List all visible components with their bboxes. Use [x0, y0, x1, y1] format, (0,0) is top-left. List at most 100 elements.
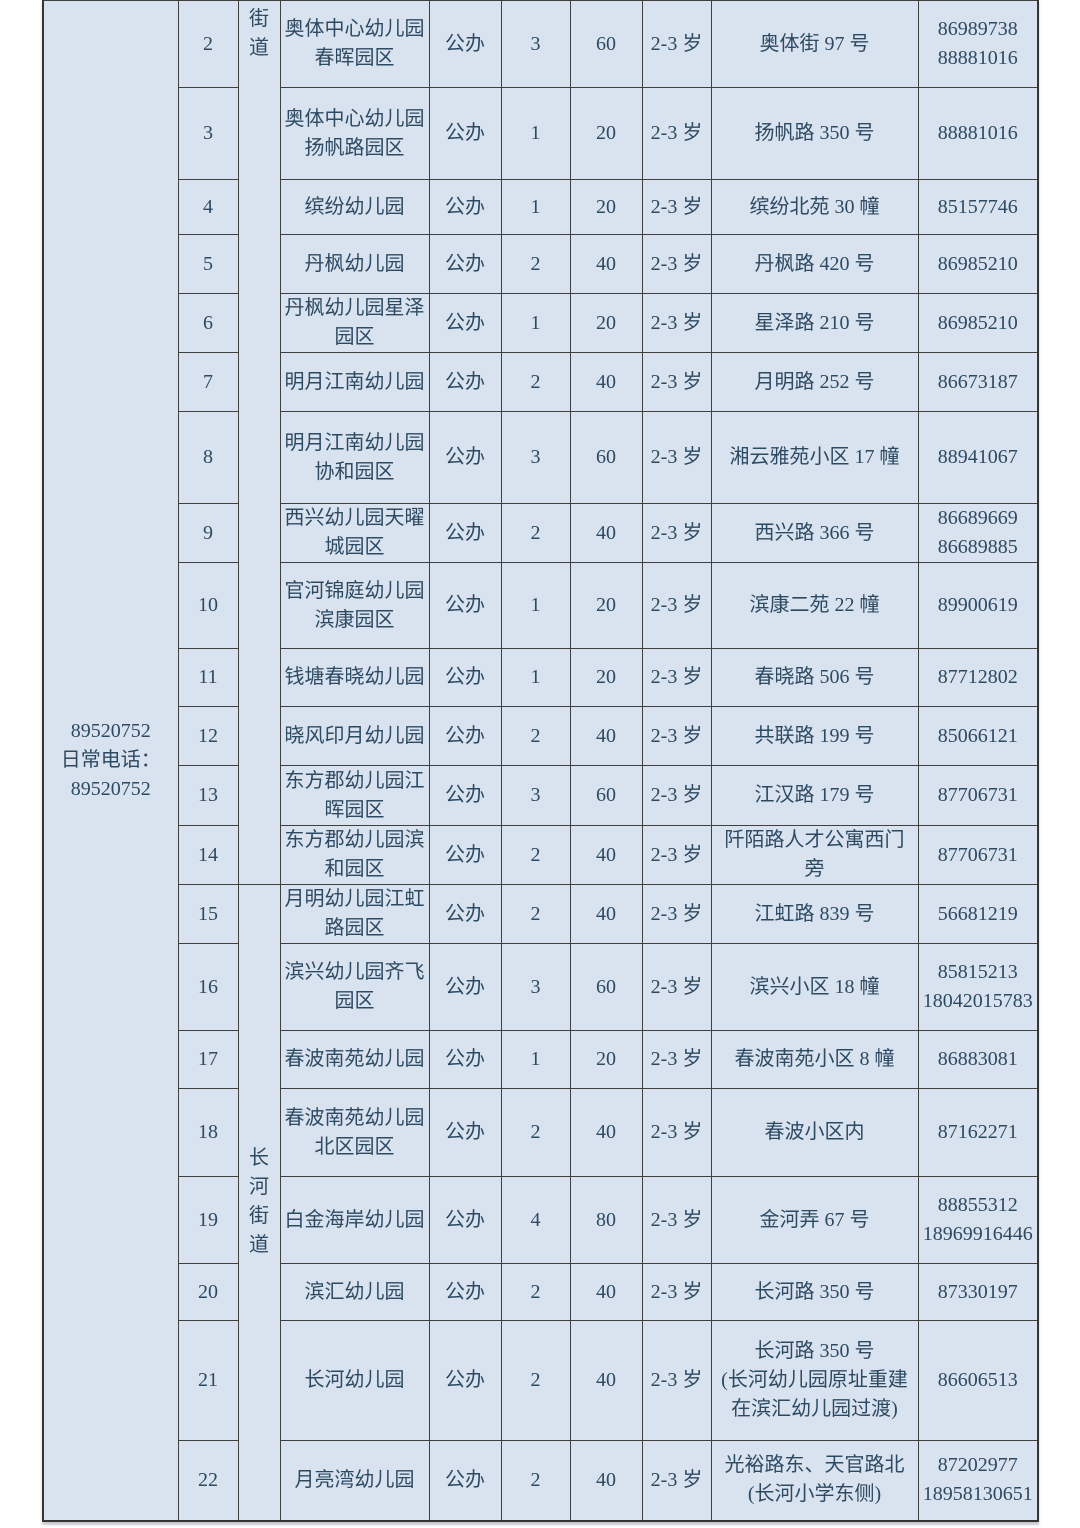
class-count-cell: 2 [500, 503, 571, 563]
phone-cell: 86883081 [917, 1030, 1039, 1089]
phone-cell: 86606513 [917, 1320, 1039, 1441]
address-cell: 春晓路 506 号 [710, 648, 919, 707]
kindergarten-name-cell: 钱塘春晓幼儿园 [279, 648, 430, 707]
capacity-cell: 60 [569, 411, 643, 504]
age-range-cell: 2-3 岁 [641, 562, 712, 649]
kindergarten-name-cell: 春波南苑幼儿园北区园区 [279, 1088, 430, 1177]
address-cell: 湘云雅苑小区 17 幢 [710, 411, 919, 504]
age-range-cell: 2-3 岁 [641, 648, 712, 707]
address-cell: 阡陌路人才公寓西门旁 [710, 825, 919, 885]
type-cell: 公办 [428, 293, 502, 353]
type-cell: 公办 [428, 1088, 502, 1177]
age-range-cell: 2-3 岁 [641, 884, 712, 944]
class-count-cell: 1 [500, 87, 571, 180]
table-row: 15 长河街道 月明幼儿园江虹路园区 公办 2 40 2-3 岁 江虹路 839… [43, 884, 1039, 1521]
type-cell: 公办 [428, 503, 502, 563]
phone-cell: 85815213 18042015783 [917, 943, 1039, 1031]
kindergarten-name-cell: 西兴幼儿园天曜城园区 [279, 503, 430, 563]
capacity-cell: 20 [569, 179, 643, 235]
capacity-cell: 60 [569, 943, 643, 1031]
kindergarten-name-cell: 缤纷幼儿园 [279, 179, 430, 235]
table-row: 19 白金海岸幼儿园 公办 4 80 2-3 岁 金河弄 67 号 888553… [43, 1176, 1039, 1264]
age-range-cell: 2-3 岁 [641, 1320, 712, 1441]
capacity-cell: 20 [569, 562, 643, 649]
table-row: 17 春波南苑幼儿园 公办 1 20 2-3 岁 春波南苑小区 8 幢 8688… [43, 1030, 1039, 1089]
type-cell: 公办 [428, 562, 502, 649]
address-cell: 长河路 350 号 [710, 1263, 919, 1321]
type-cell: 公办 [428, 1030, 502, 1089]
capacity-cell: 40 [569, 1440, 643, 1521]
kindergarten-name-cell: 明月江南幼儿园 [279, 352, 430, 412]
type-cell: 公办 [428, 943, 502, 1031]
class-count-cell: 3 [500, 765, 571, 826]
kindergarten-name-cell: 滨兴幼儿园齐飞园区 [279, 943, 430, 1031]
row-number-cell: 20 [177, 1263, 239, 1321]
address-cell: 滨兴小区 18 幢 [710, 943, 919, 1031]
table-row: 6 丹枫幼儿园星泽园区 公办 1 20 2-3 岁 星泽路 210 号 8698… [43, 293, 1039, 353]
address-cell: 西兴路 366 号 [710, 503, 919, 563]
age-range-cell: 2-3 岁 [641, 503, 712, 563]
capacity-cell: 40 [569, 352, 643, 412]
address-cell: 奥体街 97 号 [710, 0, 919, 88]
address-cell: 滨康二苑 22 幢 [710, 562, 919, 649]
row-number-cell: 9 [177, 503, 239, 563]
table-row: 20 滨汇幼儿园 公办 2 40 2-3 岁 长河路 350 号 8733019… [43, 1263, 1039, 1321]
class-count-cell: 2 [500, 1263, 571, 1321]
phone-cell: 89900619 [917, 562, 1039, 649]
class-count-cell: 2 [500, 352, 571, 412]
phone-cell: 85157746 [917, 179, 1039, 235]
class-count-cell: 1 [500, 293, 571, 353]
row-number-cell: 11 [177, 648, 239, 707]
age-range-cell: 2-3 岁 [641, 0, 712, 88]
row-number-cell: 2 [177, 0, 239, 88]
table-row: 22 月亮湾幼儿园 公办 2 40 2-3 岁 光裕路东、天官路北 (长河小学东… [43, 1440, 1039, 1521]
kindergarten-name-cell: 丹枫幼儿园 [279, 234, 430, 294]
row-number-cell: 15 [177, 884, 239, 944]
table-row: 13 东方郡幼儿园江晖园区 公办 3 60 2-3 岁 江汉路 179 号 87… [43, 765, 1039, 826]
table-row: 4 缤纷幼儿园 公办 1 20 2-3 岁 缤纷北苑 30 幢 85157746 [43, 179, 1039, 235]
class-count-cell: 3 [500, 411, 571, 504]
class-count-cell: 2 [500, 234, 571, 294]
age-range-cell: 2-3 岁 [641, 825, 712, 885]
row-number-cell: 21 [177, 1320, 239, 1441]
age-range-cell: 2-3 岁 [641, 411, 712, 504]
kindergarten-name-cell: 丹枫幼儿园星泽园区 [279, 293, 430, 353]
type-cell: 公办 [428, 765, 502, 826]
row-number-cell: 4 [177, 179, 239, 235]
table-row: 3 奥体中心幼儿园扬帆路园区 公办 1 20 2-3 岁 扬帆路 350 号 8… [43, 87, 1039, 180]
phone-cell: 86989738 88881016 [917, 0, 1039, 88]
kindergarten-name-cell: 东方郡幼儿园江晖园区 [279, 765, 430, 826]
row-number-cell: 19 [177, 1176, 239, 1264]
capacity-cell: 80 [569, 1176, 643, 1264]
age-range-cell: 2-3 岁 [641, 1176, 712, 1264]
row-number-cell: 6 [177, 293, 239, 353]
kindergarten-name-cell: 月亮湾幼儿园 [279, 1440, 430, 1521]
kindergarten-name-cell: 滨汇幼儿园 [279, 1263, 430, 1321]
age-range-cell: 2-3 岁 [641, 234, 712, 294]
kindergarten-name-cell: 官河锦庭幼儿园滨康园区 [279, 562, 430, 649]
address-cell: 共联路 199 号 [710, 706, 919, 766]
type-cell: 公办 [428, 179, 502, 235]
age-range-cell: 2-3 岁 [641, 1440, 712, 1521]
row-number-cell: 18 [177, 1088, 239, 1177]
age-range-cell: 2-3 岁 [641, 765, 712, 826]
phone-cell: 86673187 [917, 352, 1039, 412]
phone-cell: 56681219 [917, 884, 1039, 944]
class-count-cell: 4 [500, 1176, 571, 1264]
age-range-cell: 2-3 岁 [641, 1263, 712, 1321]
class-count-cell: 2 [500, 1320, 571, 1441]
age-range-cell: 2-3 岁 [641, 1088, 712, 1177]
age-range-cell: 2-3 岁 [641, 706, 712, 766]
type-cell: 公办 [428, 411, 502, 504]
row-number-cell: 7 [177, 352, 239, 412]
phone-cell: 88855312 18969916446 [917, 1176, 1039, 1264]
table-row: 10 官河锦庭幼儿园滨康园区 公办 1 20 2-3 岁 滨康二苑 22 幢 8… [43, 562, 1039, 649]
type-cell: 公办 [428, 1440, 502, 1521]
age-range-cell: 2-3 岁 [641, 87, 712, 180]
type-cell: 公办 [428, 352, 502, 412]
address-cell: 春波小区内 [710, 1088, 919, 1177]
row-number-cell: 3 [177, 87, 239, 180]
type-cell: 公办 [428, 1263, 502, 1321]
row-number-cell: 14 [177, 825, 239, 885]
